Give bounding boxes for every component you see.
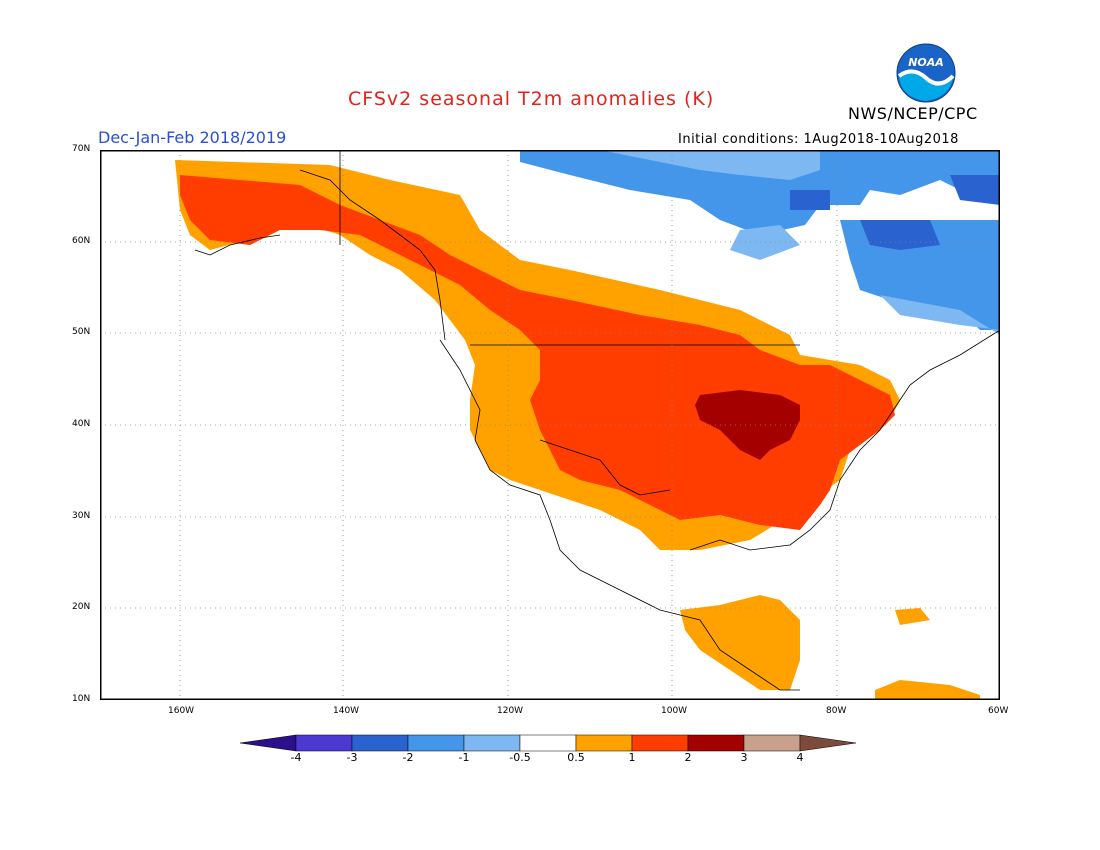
- lat-label: 70N: [72, 144, 91, 154]
- lon-label: 160W: [168, 706, 195, 716]
- warm-anomaly-strong: [695, 390, 800, 460]
- colorbar-cell: [407, 734, 465, 752]
- colorbar-cell: [631, 734, 689, 752]
- noaa-logo: NOAA: [896, 43, 956, 103]
- colorbar: [239, 734, 857, 752]
- svg-text:NOAA: NOAA: [908, 56, 944, 69]
- graticule: [100, 150, 1000, 700]
- organization-label: NWS/NCEP/CPC: [848, 104, 978, 123]
- colorbar-cell: [799, 734, 857, 752]
- forecast-period: Dec-Jan-Feb 2018/2019: [98, 128, 287, 147]
- lat-label: 10N: [72, 694, 91, 704]
- anomaly-map: [100, 150, 1000, 700]
- map-title: CFSv2 seasonal T2m anomalies (K): [348, 88, 715, 110]
- colorbar-cell: [295, 734, 353, 752]
- colorbar-label: -4: [290, 751, 302, 764]
- lat-label: 30N: [72, 511, 91, 521]
- colorbar-cell: [687, 734, 745, 752]
- colorbar-label: 3: [740, 751, 748, 764]
- colorbar-label: 2: [684, 751, 692, 764]
- colorbar-cell: [463, 734, 521, 752]
- colorbar-cell: [575, 734, 633, 752]
- colorbar-cell: [519, 734, 577, 752]
- lon-label: 140W: [333, 706, 360, 716]
- lat-label: 50N: [72, 327, 91, 337]
- lon-label: 60W: [988, 706, 1009, 716]
- lat-label: 20N: [72, 602, 91, 612]
- lon-label: 100W: [661, 706, 688, 716]
- coastlines: [194, 150, 1000, 691]
- colorbar-label: 1: [628, 751, 636, 764]
- colorbar-label: 4: [796, 751, 804, 764]
- colorbar-label: -1: [458, 751, 470, 764]
- colorbar-cell: [743, 734, 801, 752]
- colorbar-cell: [239, 734, 297, 752]
- colorbar-label: -2: [402, 751, 414, 764]
- lat-label: 40N: [72, 419, 91, 429]
- colorbar-label: -3: [346, 751, 358, 764]
- initial-conditions: Initial conditions: 1Aug2018-10Aug2018: [678, 132, 959, 147]
- lon-label: 120W: [497, 706, 524, 716]
- colorbar-label: -0.5: [509, 751, 531, 764]
- colorbar-cell: [351, 734, 409, 752]
- lat-label: 60N: [72, 236, 91, 246]
- warm-anomaly-medium: [180, 175, 895, 530]
- cold-anomaly-regions: [520, 150, 1000, 335]
- lon-label: 80W: [826, 706, 847, 716]
- colorbar-label: 0.5: [567, 751, 585, 764]
